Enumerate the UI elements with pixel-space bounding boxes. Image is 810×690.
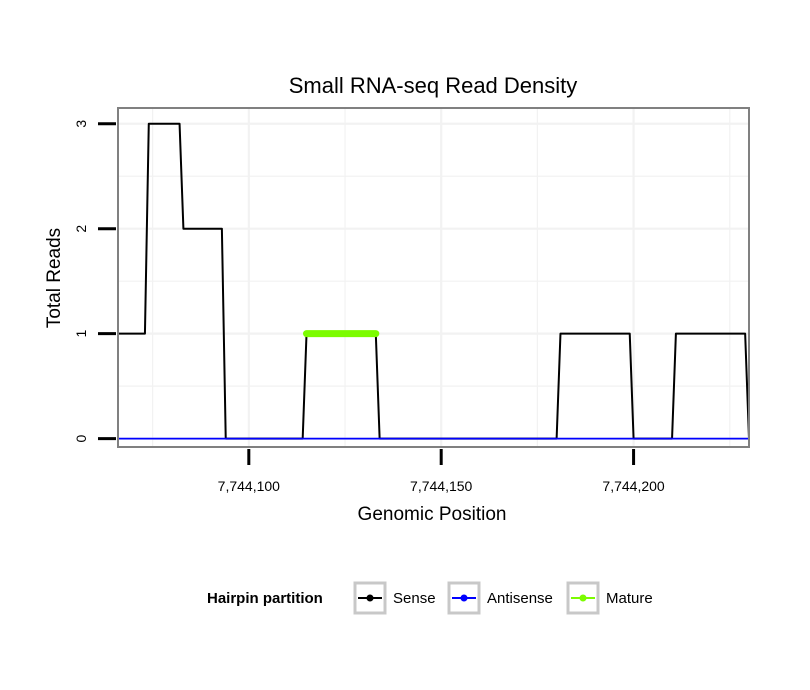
legend-item-mature: Mature xyxy=(566,581,653,615)
legend-point-sense xyxy=(366,594,374,602)
y-axis-label: Total Reads xyxy=(44,228,65,328)
plot-panel xyxy=(118,108,749,447)
y-tick-label: 2 xyxy=(73,225,89,233)
legend-item-antisense: Antisense xyxy=(447,581,553,615)
axes: 0 1 2 3 7,744,100 7,744,150 7,744,200 xyxy=(73,120,665,494)
legend-title: Hairpin partition xyxy=(207,590,323,607)
y-tick-label: 3 xyxy=(73,120,89,128)
series-layer xyxy=(118,122,750,440)
x-tick-label: 7,744,100 xyxy=(218,478,280,494)
chart-title: Small RNA-seq Read Density xyxy=(289,73,578,98)
legend: Hairpin partition Sense Antisense Mature xyxy=(207,581,653,615)
plot-border xyxy=(117,107,750,448)
legend-item-sense: Sense xyxy=(353,581,436,615)
x-tick-label: 7,744,200 xyxy=(602,478,664,494)
legend-label-sense: Sense xyxy=(393,590,436,607)
legend-point-antisense xyxy=(460,594,468,602)
y-tick-label: 1 xyxy=(73,330,89,338)
legend-label-mature: Mature xyxy=(606,590,653,607)
y-tick-label: 0 xyxy=(73,435,89,443)
legend-label-antisense: Antisense xyxy=(487,590,553,607)
x-axis-label: Genomic Position xyxy=(358,504,507,525)
x-tick-label: 7,744,150 xyxy=(410,478,472,494)
legend-point-mature xyxy=(579,594,587,602)
